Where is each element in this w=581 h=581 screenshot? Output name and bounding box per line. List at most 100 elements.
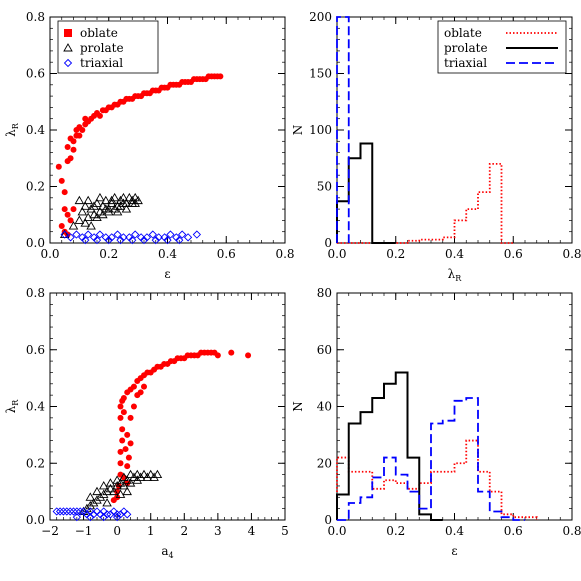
prolate-point: [152, 469, 163, 479]
prolate-point: [92, 495, 102, 504]
triaxial-point: [106, 510, 115, 519]
y-tick-label: 20: [317, 456, 332, 470]
y-axis-label: λR: [4, 399, 20, 414]
legend-label: prolate: [80, 41, 124, 55]
prolate-point: [105, 478, 116, 487]
prolate-point: [121, 204, 132, 213]
y-tick-label: 100: [309, 123, 332, 137]
legend-label: oblate: [444, 26, 482, 40]
legend-label: triaxial: [80, 56, 123, 70]
legend-label: triaxial: [444, 56, 487, 70]
x-tick-label: 0.8: [275, 247, 294, 261]
triaxial-point: [81, 236, 90, 245]
y-tick-label: 60: [317, 343, 332, 357]
prolate-point: [74, 215, 85, 224]
triaxial-point: [92, 236, 102, 245]
x-tick-label: 0.2: [386, 524, 405, 538]
x-tick-label: 1: [147, 524, 155, 538]
prolate-point: [98, 489, 109, 498]
prolate-point: [98, 201, 108, 210]
x-axis-label: λR: [448, 267, 463, 283]
prolate-point: [106, 198, 117, 207]
prolate-point: [85, 500, 96, 510]
prolate-point: [101, 204, 111, 213]
oblate-point: [58, 177, 65, 184]
y-tick-label: 0.8: [26, 286, 45, 300]
oblate-point: [141, 383, 147, 390]
prolate-point: [127, 195, 138, 205]
oblate-point: [119, 426, 126, 433]
x-tick-label: 0.0: [327, 524, 346, 538]
oblate-point: [58, 223, 65, 230]
prolate-point: [68, 221, 79, 230]
triaxial-point: [62, 507, 71, 516]
x-tick-label: 0.8: [562, 247, 581, 261]
x-axis-label: a4: [161, 544, 173, 560]
oblate-point: [117, 448, 124, 455]
oblate-point: [64, 211, 71, 218]
panel-tl: 0.0 0.2 0.4 0.6 0.8 0.0 0.2 0.4 0.6 0.8 ε λR oblatep…: [4, 10, 295, 281]
oblate-histogram: [336, 439, 538, 520]
prolate-point: [125, 469, 136, 479]
oblate-point: [61, 206, 68, 213]
oblate-point: [76, 132, 83, 139]
triaxial-point: [192, 230, 202, 239]
y-tick-label: 0.0: [26, 513, 45, 527]
prolate-point: [129, 472, 139, 481]
x-tick-label: 0.2: [386, 247, 405, 261]
plot-frame: [49, 292, 286, 521]
prolate-point: [88, 498, 99, 507]
triaxial-point: [139, 236, 149, 245]
prolate-point: [125, 478, 136, 487]
triaxial-point: [66, 507, 75, 516]
y-tick-label: 150: [309, 67, 332, 81]
triaxial-point: [178, 230, 187, 239]
prolate-point: [122, 475, 132, 484]
y-tick-label: 0.4: [26, 400, 45, 414]
triaxial-point: [99, 513, 108, 522]
prolate-point: [86, 204, 96, 213]
oblate-point: [117, 414, 124, 421]
panel-bl: −2 −1 0 1 2 3 4 5 0.0 0.2 0.4 0.6 0.8 a4 λR: [4, 286, 289, 560]
prolate-point: [92, 486, 102, 496]
prolate-point: [135, 472, 146, 481]
panel-tr: 0.0 0.2 0.4 0.6 0.8 0 50 100 150 200 λR Noblateprol…: [291, 10, 581, 283]
oblate-point: [127, 414, 134, 421]
x-tick-label: 0.6: [504, 247, 523, 261]
oblate-point: [124, 463, 131, 470]
triaxial-point: [55, 507, 65, 516]
oblate-point: [55, 163, 62, 170]
y-tick-label: 0.2: [26, 456, 45, 470]
triaxial-point: [86, 513, 95, 522]
prolate-point: [80, 218, 91, 227]
triaxial-point: [123, 510, 132, 519]
triaxial-histogram: [337, 397, 525, 521]
prolate-point: [149, 472, 159, 481]
triaxial-point: [166, 230, 175, 239]
prolate-point: [102, 498, 112, 507]
prolate-point: [139, 469, 149, 479]
x-tick-label: −2: [41, 524, 59, 538]
oblate-point: [70, 138, 77, 145]
triaxial-point: [84, 230, 93, 239]
x-tick-label: 0.0: [327, 247, 346, 261]
prolate-point: [102, 486, 112, 496]
oblate-point: [120, 394, 127, 401]
prolate-point: [112, 475, 122, 484]
y-tick-label: 0.8: [26, 10, 45, 24]
triaxial-point: [66, 233, 75, 242]
prolate-point: [119, 472, 129, 481]
oblate-point: [125, 454, 132, 461]
triaxial-histogram: [336, 16, 350, 243]
prolate-point: [115, 478, 126, 487]
triaxial-point: [59, 507, 68, 516]
oblate-point: [130, 383, 137, 390]
oblate-point: [137, 389, 144, 396]
triaxial-point: [69, 507, 78, 516]
prolate-point: [95, 492, 106, 501]
y-axis-label: N: [291, 125, 305, 136]
prolate-point: [115, 195, 126, 205]
triaxial-point: [60, 230, 69, 239]
y-tick-label: 0: [324, 513, 332, 527]
